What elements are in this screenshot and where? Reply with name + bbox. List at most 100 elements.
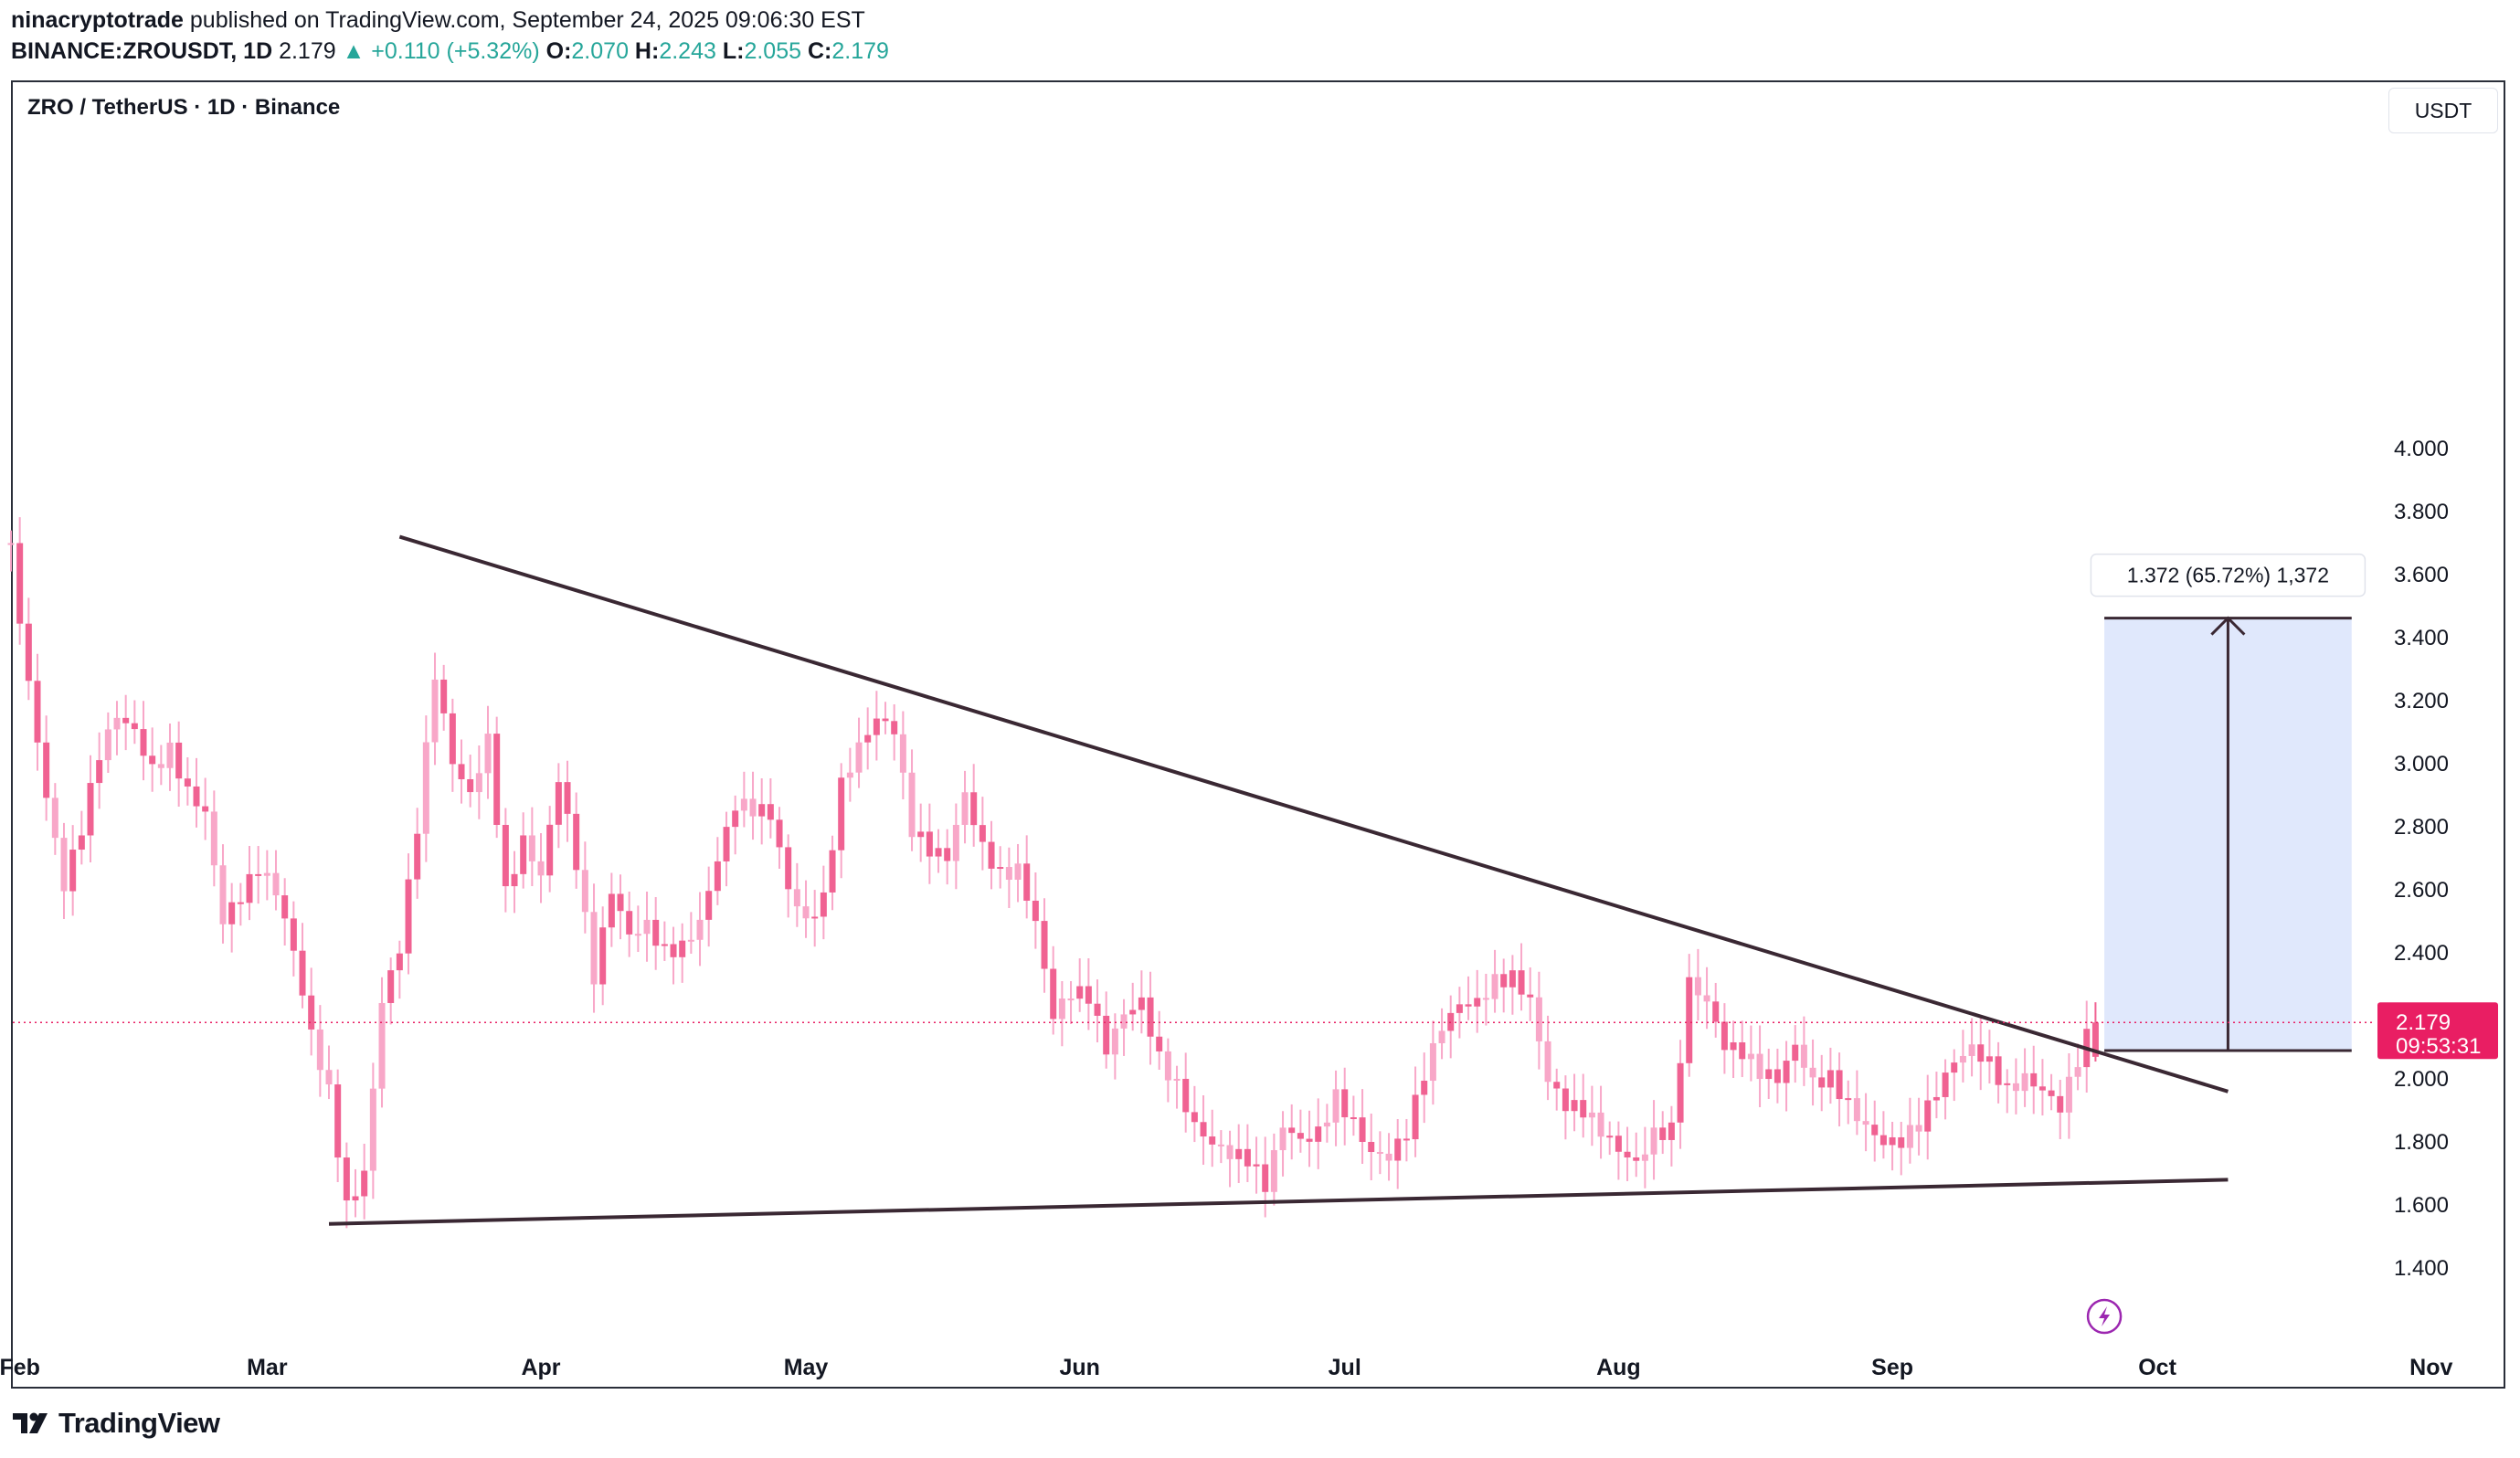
candle-body <box>140 729 147 756</box>
candle-body <box>714 861 721 892</box>
candle-body <box>1262 1164 1269 1192</box>
candle-body <box>1173 1078 1181 1081</box>
candle-body <box>1191 1112 1198 1123</box>
candle-body <box>334 1084 342 1158</box>
candle-body <box>1376 1152 1383 1155</box>
candle-body <box>2012 1083 2019 1092</box>
x-tick-label: Jun <box>1059 1355 1099 1380</box>
candle-body <box>1862 1121 1869 1125</box>
current-price-value: 2.179 <box>2396 1010 2451 1035</box>
candle-body <box>1474 998 1481 1007</box>
x-tick-label: Sep <box>1871 1355 1913 1380</box>
symbol-ohlc-header: BINANCE:ZROUSDT, 1D 2.179 ▲ +0.110 (+5.3… <box>11 38 889 65</box>
candle-body <box>1270 1150 1277 1192</box>
candle-body <box>1279 1127 1286 1151</box>
y-tick-label: 3.000 <box>2394 752 2449 777</box>
candle-body <box>96 760 103 784</box>
candle-body <box>1067 998 1075 1001</box>
candle-body <box>246 873 253 903</box>
candle-body <box>1359 1117 1366 1142</box>
candle-body <box>1995 1056 2002 1085</box>
y-tick-label: 3.200 <box>2394 689 2449 713</box>
candle-body <box>1288 1127 1296 1134</box>
candle-body <box>1535 997 1542 1041</box>
candle-body <box>60 838 68 892</box>
candle-body <box>899 734 906 773</box>
candle-body <box>1765 1069 1773 1080</box>
candle-body <box>1323 1122 1330 1127</box>
candle-body <box>855 742 863 773</box>
candle-body <box>1659 1127 1667 1140</box>
candle-body <box>679 940 686 957</box>
y-tick-label: 1.800 <box>2394 1130 2449 1155</box>
candle-body <box>1429 1042 1436 1082</box>
candle-body <box>431 679 439 743</box>
candle-body <box>255 873 262 876</box>
candle-body <box>1544 1041 1551 1083</box>
publisher-name: ninacryptotrade <box>11 7 184 33</box>
candle-body <box>202 806 209 812</box>
candle-body <box>51 798 58 839</box>
candle-body <box>1686 977 1693 1063</box>
candle-body <box>1783 1061 1790 1083</box>
candle-body <box>210 811 217 866</box>
candle-body <box>564 782 571 814</box>
candle-body <box>1615 1136 1622 1152</box>
last-price: 2.179 <box>279 38 336 64</box>
candle-body <box>997 867 1004 870</box>
candle-body <box>1800 1044 1807 1068</box>
chart-frame[interactable] <box>11 80 2505 1389</box>
candle-body <box>785 847 792 890</box>
candle-body <box>308 995 315 1030</box>
candle-body <box>511 873 518 887</box>
candle-body <box>449 713 456 765</box>
candle-body <box>1641 1154 1648 1161</box>
y-tick-label: 1.400 <box>2394 1256 2449 1281</box>
candle-body <box>2048 1090 2055 1096</box>
candle-body <box>352 1196 359 1201</box>
candle-body <box>281 895 289 919</box>
y-tick-label: 2.000 <box>2394 1067 2449 1092</box>
candle-body <box>1879 1135 1887 1146</box>
candle-body <box>1703 995 1710 1002</box>
candle-body <box>1491 974 1498 999</box>
candle-body <box>475 773 482 793</box>
candle-body <box>1076 986 1084 999</box>
candle-body <box>537 861 545 876</box>
candle-body <box>1694 977 1701 996</box>
lightning-event-icon[interactable] <box>2086 1298 2123 1335</box>
candle-body <box>1403 1138 1410 1141</box>
candle-body <box>228 902 236 924</box>
x-tick-label: Mar <box>247 1355 288 1380</box>
close-label: C: <box>807 38 832 64</box>
candle-body <box>378 1002 386 1089</box>
candle-body <box>1226 1145 1234 1159</box>
currency-button[interactable]: USDT <box>2388 88 2498 133</box>
candle-body <box>414 833 421 880</box>
candle-body <box>1871 1125 1879 1136</box>
change-value: ▲ +0.110 (+5.32%) <box>342 38 540 64</box>
candle-body <box>2004 1083 2011 1085</box>
candles-layer <box>7 517 2099 1229</box>
open-label: O: <box>545 38 572 64</box>
symbol-label: BINANCE:ZROUSDT, 1D <box>11 38 273 64</box>
overlays-layer: 1.372 (65.72%) 1,372 <box>13 534 2376 1226</box>
candle-body <box>1527 994 1534 998</box>
candle-body <box>608 893 615 928</box>
tradingview-logo[interactable]: TradingView <box>11 1407 220 1440</box>
candle-body <box>1200 1122 1207 1137</box>
candle-body <box>970 792 978 826</box>
candle-body <box>802 906 810 919</box>
candle-body <box>1826 1070 1834 1088</box>
publish-header: ninacryptotrade published on TradingView… <box>11 7 865 34</box>
candle-body <box>555 782 562 825</box>
candle-body <box>1421 1081 1428 1095</box>
candle-body <box>2091 1022 2099 1057</box>
candle-body <box>705 891 713 920</box>
candle-body <box>1032 900 1039 922</box>
candle-body <box>1306 1138 1313 1142</box>
candle-body <box>1553 1082 1561 1089</box>
candle-body <box>263 872 270 876</box>
candle-body <box>361 1170 368 1197</box>
